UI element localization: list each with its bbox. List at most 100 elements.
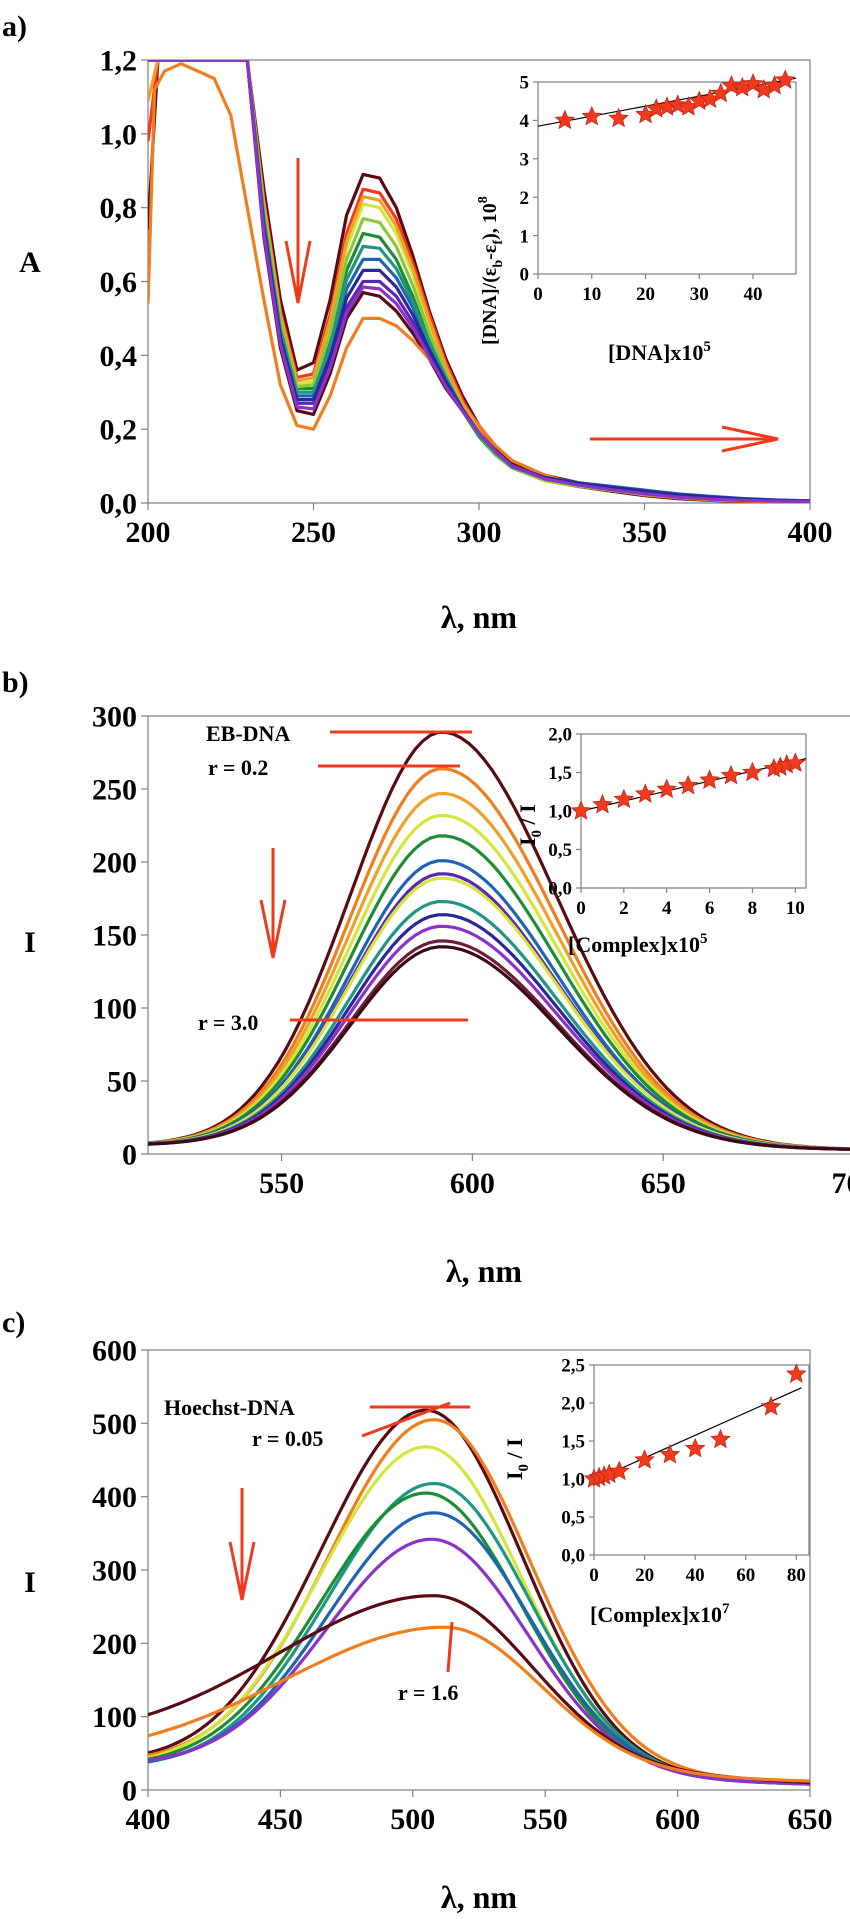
label-r-005: r = 0.05 [252,1426,323,1451]
data-point-c [786,1363,807,1383]
series-a [148,60,810,503]
label-r-30: r = 3.0 [198,1010,258,1035]
inset-xlabel-a: [DNA]x105 [608,339,711,365]
x-tick-label-inset-b: 4 [662,898,672,919]
x-tick-label-inset-c: 60 [736,1565,755,1586]
y-tick-label-b: 200 [92,847,137,880]
x-tick-label-c: 550 [523,1803,568,1836]
inset-ylabel-b: I0 / I [515,804,545,846]
x-tick-label-inset-b: 6 [705,898,715,919]
series-line-a [148,60,810,503]
data-point-b [699,769,720,789]
inset-ticks-b: 0 2 4 6 8 10 0,0 0,5 1,0 1,5 2,0 [548,725,805,919]
y-tick-label-inset-b: 2,0 [548,725,572,746]
series-b [148,730,850,1151]
y-tick-label-inset-c: 2,5 [561,1356,585,1377]
inset-ylabel-a: [DNA]/(εb-εf), 108 [476,196,506,345]
y-tick-label-b: 100 [92,993,137,1026]
data-point-c [710,1428,731,1449]
panel-a: a) A λ, nm 200 250 300 350 4000,00,20,40,60,… [2,10,833,635]
x-tick-label-inset-a: 0 [533,284,543,305]
x-tick-label-inset-a: 10 [582,284,601,305]
y-tick-label-inset-c: 1,0 [561,1470,585,1491]
series-line-b [148,945,850,1151]
series-c [148,1408,810,1786]
x-tick-label-inset-b: 10 [786,898,805,919]
data-point-a [581,105,603,126]
x-tick-label-a: 350 [622,516,667,549]
panel-c: c) I λ, nm 400 450 500 550 600 65001002003004… [2,1306,833,1915]
data-point-b [570,800,592,820]
series-line-c [148,1625,810,1783]
xlabel-a: λ, nm [441,599,518,635]
xlabel-c: λ, nm [441,1879,518,1915]
x-tick-label-inset-c: 40 [686,1565,705,1586]
y-tick-label-inset-a: 5 [520,73,530,94]
y-tick-label-c: 300 [92,1555,137,1588]
ylabel-a: A [19,246,41,279]
data-point-a [608,107,629,128]
down-arrow-c [228,1488,256,1601]
inset-a: 0 10 20 30 40 0 1 2 3 4 5 [DNA]x105 [DNA]/(εb-εf),… [476,69,797,365]
data-point-a [774,69,796,89]
y-tick-label-a: 0,0 [100,488,138,521]
inset-ticks-c: 0 20 40 60 80 0,0 0,5 1,0 1,5 2,0 2,5 [561,1356,806,1586]
y-tick-label-c: 100 [92,1701,137,1734]
x-tick-label-inset-c: 20 [635,1565,654,1586]
inset-plot-area-a [537,81,797,275]
y-tick-label-b: 300 [92,701,137,734]
label-r-16: r = 1.6 [398,1680,458,1705]
xlabel-b: λ, nm [446,1253,523,1289]
data-point-a [721,75,742,95]
x-tick-label-inset-b: 2 [619,898,629,919]
y-tick-label-c: 200 [92,1628,137,1661]
x-tick-label-b: 650 [641,1167,686,1200]
y-tick-label-inset-a: 0 [520,265,530,286]
inset-ylabel-c: I0 / I [502,1438,532,1480]
y-tick-label-a: 0,6 [100,266,138,299]
data-point-c [760,1396,782,1416]
panel-label-a: a) [2,10,27,43]
y-tick-label-inset-c: 1,5 [561,1432,585,1453]
inset-series-a [537,69,797,130]
y-tick-label-c: 400 [92,1481,137,1514]
panel-b: b) I λ, nm 55060065070005010015020025030… [2,666,850,1289]
x-tick-label-b: 700 [832,1167,850,1200]
down-arrow-b [259,848,287,959]
x-tick-label-a: 250 [291,516,336,549]
inset-ticks-a: 0 10 20 30 40 0 1 2 3 4 5 [520,73,763,305]
data-point-c [609,1460,630,1481]
x-tick-label-b: 600 [450,1167,495,1200]
x-tick-label-a: 200 [126,516,171,549]
x-tick-label-c: 600 [655,1803,700,1836]
inset-xlabel-c: [Complex]x107 [590,1601,730,1627]
data-point-b [720,764,742,785]
label-eb-dna: EB-DNA [206,721,290,746]
x-tick-label-inset-a: 30 [690,284,709,305]
ylabel-b: I [24,926,36,959]
x-tick-label-inset-a: 20 [636,284,655,305]
inset-plot-area-c [593,1364,810,1556]
label-pointers-b [290,730,472,1022]
y-tick-label-a: 0,4 [100,340,138,373]
data-point-a [667,94,689,114]
data-point-b [656,778,677,799]
y-tick-label-inset-a: 3 [520,149,530,170]
x-tick-label-c: 400 [126,1803,171,1836]
label-pointers-c [361,1401,470,1673]
y-tick-label-b: 250 [92,774,137,807]
y-tick-label-a: 0,2 [100,414,138,447]
inset-xlabel-b: [Complex]x105 [568,931,707,957]
y-tick-label-inset-b: 0,5 [548,840,572,861]
y-tick-label-inset-b: 1,5 [548,763,572,784]
x-tick-label-a: 300 [457,516,502,549]
data-point-b [677,774,699,795]
y-tick-label-b: 50 [107,1066,137,1099]
data-point-b [742,761,763,782]
y-tick-label-inset-c: 0,0 [561,1546,585,1567]
x-tick-label-inset-a: 40 [744,284,763,305]
x-tick-label-b: 550 [259,1167,304,1200]
data-point-b [785,752,806,773]
